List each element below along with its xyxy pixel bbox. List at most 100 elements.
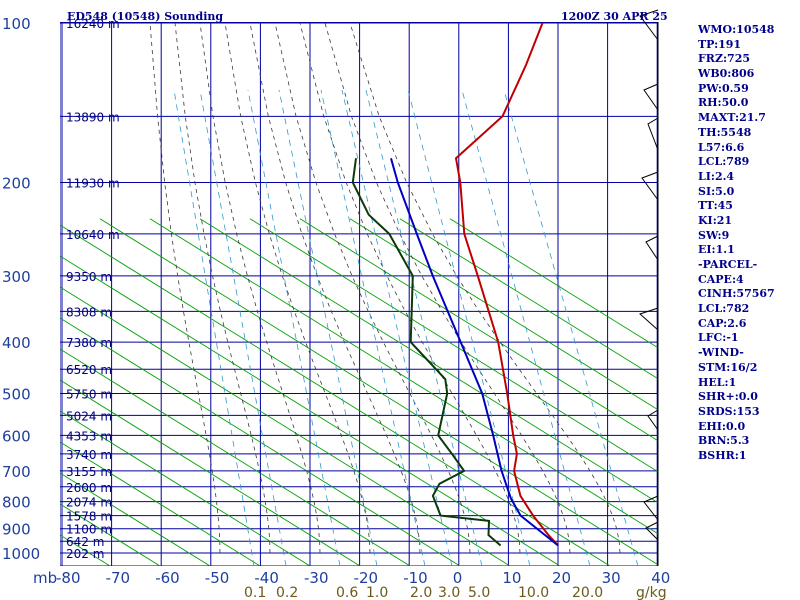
height-label: 4353 m [66, 429, 112, 443]
mixing-ratio-label: 5.0 [468, 585, 490, 600]
dewpoint-trace [351, 158, 502, 547]
mixing-ratio-line [320, 89, 426, 566]
height-label: 202 m [66, 547, 104, 561]
pressure-label: 400 [2, 334, 31, 352]
mixing-ratio-line [247, 89, 341, 566]
wind-barb [639, 9, 659, 41]
mixing-ratio-label: 0.6 [336, 585, 358, 600]
stability-index: LCL:782 [698, 302, 750, 316]
height-label: 1100 m [66, 523, 112, 537]
height-label: 6520 m [66, 363, 112, 377]
height-label: 642 m [66, 535, 104, 549]
temperature-tick-label: 30 [602, 569, 621, 587]
dry-adiabat [399, 218, 658, 380]
pressure-label: 700 [2, 463, 31, 481]
stability-index: PW:0.59 [698, 81, 749, 95]
mixing-ratio-label: 0.1 [244, 585, 266, 600]
wind-barb [645, 521, 659, 541]
temperature-trace [454, 22, 559, 547]
temperature-tick-label: -70 [106, 569, 131, 587]
mixing-ratio-label: 1.0 [366, 585, 388, 600]
pressure-label: 200 [2, 175, 31, 193]
dry-adiabat [60, 503, 161, 566]
stability-index: TP:191 [698, 37, 742, 51]
stability-index: HEL:1 [698, 375, 737, 389]
stability-index: SHR+:0.0 [698, 390, 758, 404]
height-label: 7380 m [66, 336, 112, 350]
station-title: ED548 (10548) Sounding [67, 10, 223, 23]
mixing-ratio-line [503, 89, 639, 566]
dry-adiabat [60, 410, 311, 566]
dry-adiabat [99, 218, 658, 566]
temperature-tick-label: 20 [552, 569, 571, 587]
pressure-label: 1000 [2, 545, 40, 563]
height-label: 13890 m [66, 110, 120, 124]
dry-adiabat [199, 218, 658, 504]
height-label: 5024 m [66, 409, 112, 423]
stability-index: L57:6.6 [698, 140, 745, 154]
temperature-tick-label: -60 [155, 569, 180, 587]
height-label: 11930 m [66, 177, 120, 191]
temperature-tick-label: -30 [304, 569, 329, 587]
stability-index: SI:5.0 [698, 184, 735, 198]
height-label: 9350 m [66, 270, 112, 284]
height-label: 8308 m [66, 305, 112, 319]
mixing-ratio-line [199, 89, 287, 566]
pressure-label: 600 [2, 427, 31, 445]
mixing-ratio-line [173, 89, 255, 566]
pressure-label: 100 [2, 15, 31, 33]
temperature-tick-label: 10 [502, 569, 521, 587]
temperature-tick-label: -40 [254, 569, 279, 587]
mixing-ratio-line [461, 89, 591, 566]
stability-index: LI:2.4 [698, 169, 735, 183]
stability-index: EHI:0.0 [698, 419, 746, 433]
dry-adiabat [149, 218, 658, 535]
background-grid [60, 22, 658, 566]
wind-barbs [639, 9, 659, 566]
stability-index: -PARCEL- [698, 258, 758, 271]
stability-index: BSHR:1 [698, 448, 747, 462]
dry-adiabat [60, 379, 361, 566]
temperature-tick-label: -10 [403, 569, 428, 587]
pressure-label: 900 [2, 521, 31, 539]
stability-index: KI:21 [698, 213, 733, 227]
mixing-ratio-line [278, 89, 378, 566]
height-label: 2600 m [66, 481, 112, 495]
height-label: 10640 m [66, 228, 120, 242]
wind-barb [647, 117, 659, 151]
mixing-ratio-label: 3.0 [438, 585, 460, 600]
mixing-ratio-label: 20.0 [572, 585, 603, 600]
mixing-ratio-label: 0.2 [276, 585, 298, 600]
moist-adiabat [174, 22, 271, 554]
mixing-ratio-label: 10.0 [518, 585, 549, 600]
height-label: 3740 m [66, 448, 112, 462]
height-label: 16240 m [66, 17, 120, 31]
temperature-tick-label: 0 [453, 569, 463, 587]
wind-barb [645, 235, 659, 261]
stability-index: CAPE:4 [698, 272, 744, 286]
stability-index: EI:1.1 [698, 243, 735, 257]
temperature-tick-label: -80 [56, 569, 81, 587]
height-label: 3155 m [66, 465, 112, 479]
stability-index: SW:9 [698, 228, 730, 242]
stability-index: SRDS:153 [698, 404, 760, 418]
moist-adiabat [274, 22, 471, 554]
pressure-label: 300 [2, 268, 31, 286]
moist-adiabat [149, 22, 221, 554]
sounding-time: 1200Z 30 APR 25 [561, 10, 668, 23]
height-label: 2074 m [66, 496, 112, 510]
parcel-trace [390, 158, 559, 547]
temperature-tick-label: -50 [205, 569, 230, 587]
dry-adiabat [449, 218, 658, 349]
stability-index: MAXT:21.7 [698, 111, 766, 125]
sounding-traces [351, 22, 559, 547]
mixing-ratio-line [365, 89, 483, 566]
dry-adiabat [349, 218, 658, 411]
moist-adiabat [324, 22, 571, 554]
pressure-label: 500 [2, 385, 31, 403]
stability-index: LCL:789 [698, 155, 750, 169]
stability-index: FRZ:725 [698, 52, 751, 66]
wind-barb [639, 307, 659, 331]
